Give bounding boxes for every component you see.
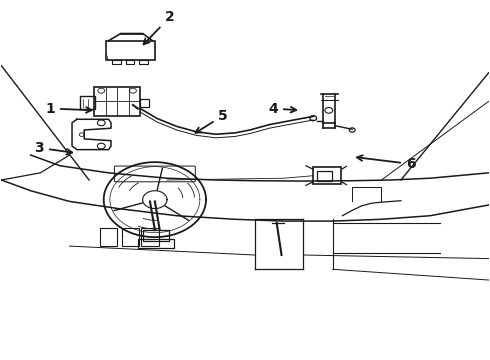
- Bar: [141, 228, 159, 246]
- Bar: [313, 167, 342, 184]
- Bar: [138, 239, 174, 248]
- Bar: [122, 228, 139, 246]
- Bar: [112, 60, 121, 64]
- Bar: [143, 230, 170, 241]
- Bar: [140, 99, 149, 107]
- Text: 3: 3: [35, 141, 72, 155]
- Text: 1: 1: [45, 102, 92, 116]
- Bar: [94, 87, 140, 116]
- Bar: [106, 41, 155, 60]
- Text: 5: 5: [196, 109, 228, 133]
- Bar: [100, 228, 117, 246]
- Text: 4: 4: [269, 102, 296, 116]
- Bar: [317, 171, 332, 181]
- Bar: [80, 96, 95, 109]
- Bar: [139, 60, 148, 64]
- Bar: [125, 60, 134, 64]
- Text: 2: 2: [144, 10, 174, 44]
- Text: 6: 6: [357, 155, 416, 171]
